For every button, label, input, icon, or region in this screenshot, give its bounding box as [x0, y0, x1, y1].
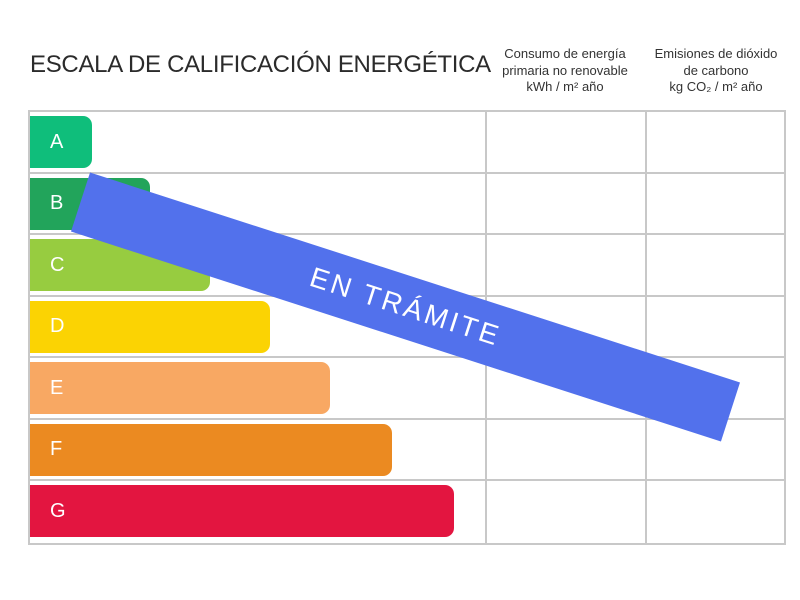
column-header-line: Consumo de energía [504, 46, 626, 61]
column-header-unit: kWh / m² año [526, 79, 604, 95]
rating-row-g: G [30, 481, 784, 543]
rating-bar-a: A [30, 116, 92, 168]
rating-table: A B C D E F [28, 110, 786, 545]
rating-letter-g: G [50, 499, 66, 522]
rating-letter-b: B [50, 192, 64, 215]
rating-bar-e: E [30, 362, 330, 415]
rating-letter-e: E [50, 376, 64, 399]
column-divider-emisiones [645, 112, 647, 543]
page-title: ESCALA DE CALIFICACIÓN ENERGÉTICA [30, 51, 491, 78]
rating-letter-c: C [50, 253, 65, 276]
rating-row-f: F [30, 420, 784, 482]
rating-row-a: A [30, 112, 784, 174]
rating-bar-g: G [30, 485, 454, 538]
rating-letter-d: D [50, 315, 65, 338]
rating-row-e: E [30, 358, 784, 420]
rating-bar-f: F [30, 423, 392, 476]
column-header-consumo: Consumo de energía primaria no renovable… [481, 46, 649, 96]
column-header-line: Emisiones de dióxido [654, 46, 778, 61]
column-header-unit: kg CO₂ / m² año [669, 79, 763, 95]
rating-row-d: D [30, 297, 784, 359]
rating-letter-a: A [50, 130, 64, 153]
column-header-emisiones: Emisiones de dióxido de carbono kg CO₂ /… [641, 46, 791, 96]
rating-bar-d: D [30, 300, 270, 353]
column-header-line: primaria no renovable [502, 62, 628, 78]
column-header-line: de carbono [683, 62, 749, 78]
rating-letter-f: F [50, 438, 63, 461]
